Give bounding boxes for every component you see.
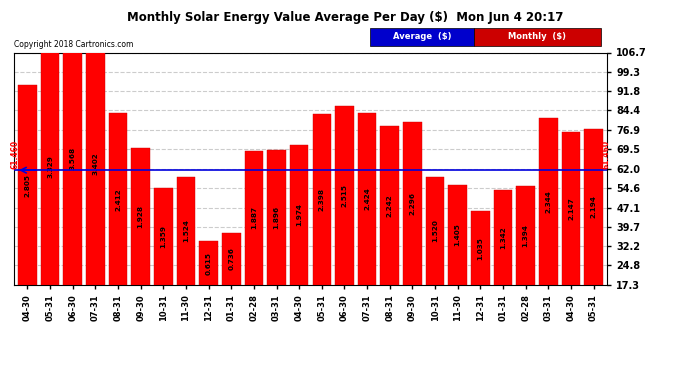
Text: 1.342: 1.342: [500, 226, 506, 249]
Bar: [494, 189, 512, 285]
Bar: [86, 43, 105, 285]
Bar: [562, 132, 580, 285]
Bar: [222, 232, 241, 285]
Text: 1.896: 1.896: [273, 206, 279, 229]
Bar: [426, 177, 444, 285]
Text: 1.887: 1.887: [251, 206, 257, 230]
Text: 61.460: 61.460: [602, 140, 611, 169]
Bar: [267, 150, 286, 285]
Text: 0.736: 0.736: [228, 248, 234, 270]
Text: 2.515: 2.515: [342, 184, 348, 207]
Text: 1.359: 1.359: [160, 225, 166, 248]
Bar: [154, 188, 172, 285]
Text: Copyright 2018 Cartronics.com: Copyright 2018 Cartronics.com: [14, 40, 133, 49]
Bar: [358, 112, 377, 285]
Text: 2.398: 2.398: [319, 188, 325, 211]
Text: 1.928: 1.928: [137, 205, 144, 228]
Bar: [380, 126, 399, 285]
Bar: [471, 211, 490, 285]
Text: 2.147: 2.147: [568, 197, 574, 220]
Text: 2.805: 2.805: [24, 174, 30, 197]
Text: 2.242: 2.242: [387, 194, 393, 217]
Text: Monthly  ($): Monthly ($): [509, 32, 566, 41]
Bar: [177, 177, 195, 285]
Text: 0.615: 0.615: [206, 252, 212, 274]
Bar: [516, 186, 535, 285]
Bar: [335, 106, 354, 285]
Text: 2.194: 2.194: [591, 195, 597, 218]
Bar: [131, 148, 150, 285]
Bar: [448, 185, 467, 285]
Text: 2.412: 2.412: [115, 188, 121, 211]
Bar: [63, 31, 82, 285]
Text: 1.405: 1.405: [455, 224, 461, 246]
Bar: [18, 86, 37, 285]
Bar: [41, 48, 59, 285]
Bar: [584, 129, 603, 285]
Text: 1.524: 1.524: [183, 219, 189, 242]
Text: 3.329: 3.329: [47, 155, 53, 178]
FancyBboxPatch shape: [473, 28, 601, 45]
Text: Average  ($): Average ($): [393, 32, 451, 41]
Bar: [403, 122, 422, 285]
Text: 1.974: 1.974: [296, 203, 302, 226]
Text: 2.344: 2.344: [545, 190, 551, 213]
Bar: [290, 145, 308, 285]
Text: Monthly Solar Energy Value Average Per Day ($)  Mon Jun 4 20:17: Monthly Solar Energy Value Average Per D…: [127, 11, 563, 24]
Text: 1.520: 1.520: [432, 219, 438, 242]
Text: 61.460: 61.460: [10, 140, 19, 169]
Text: 2.424: 2.424: [364, 188, 370, 210]
Bar: [313, 114, 331, 285]
Text: 1.035: 1.035: [477, 237, 484, 260]
Text: 2.296: 2.296: [409, 192, 415, 215]
FancyBboxPatch shape: [370, 28, 473, 45]
Text: 1.394: 1.394: [522, 224, 529, 247]
Text: 3.402: 3.402: [92, 153, 99, 176]
Bar: [244, 151, 263, 285]
Bar: [109, 114, 127, 285]
Text: 3.568: 3.568: [70, 147, 76, 170]
Bar: [539, 118, 558, 285]
Bar: [199, 241, 218, 285]
